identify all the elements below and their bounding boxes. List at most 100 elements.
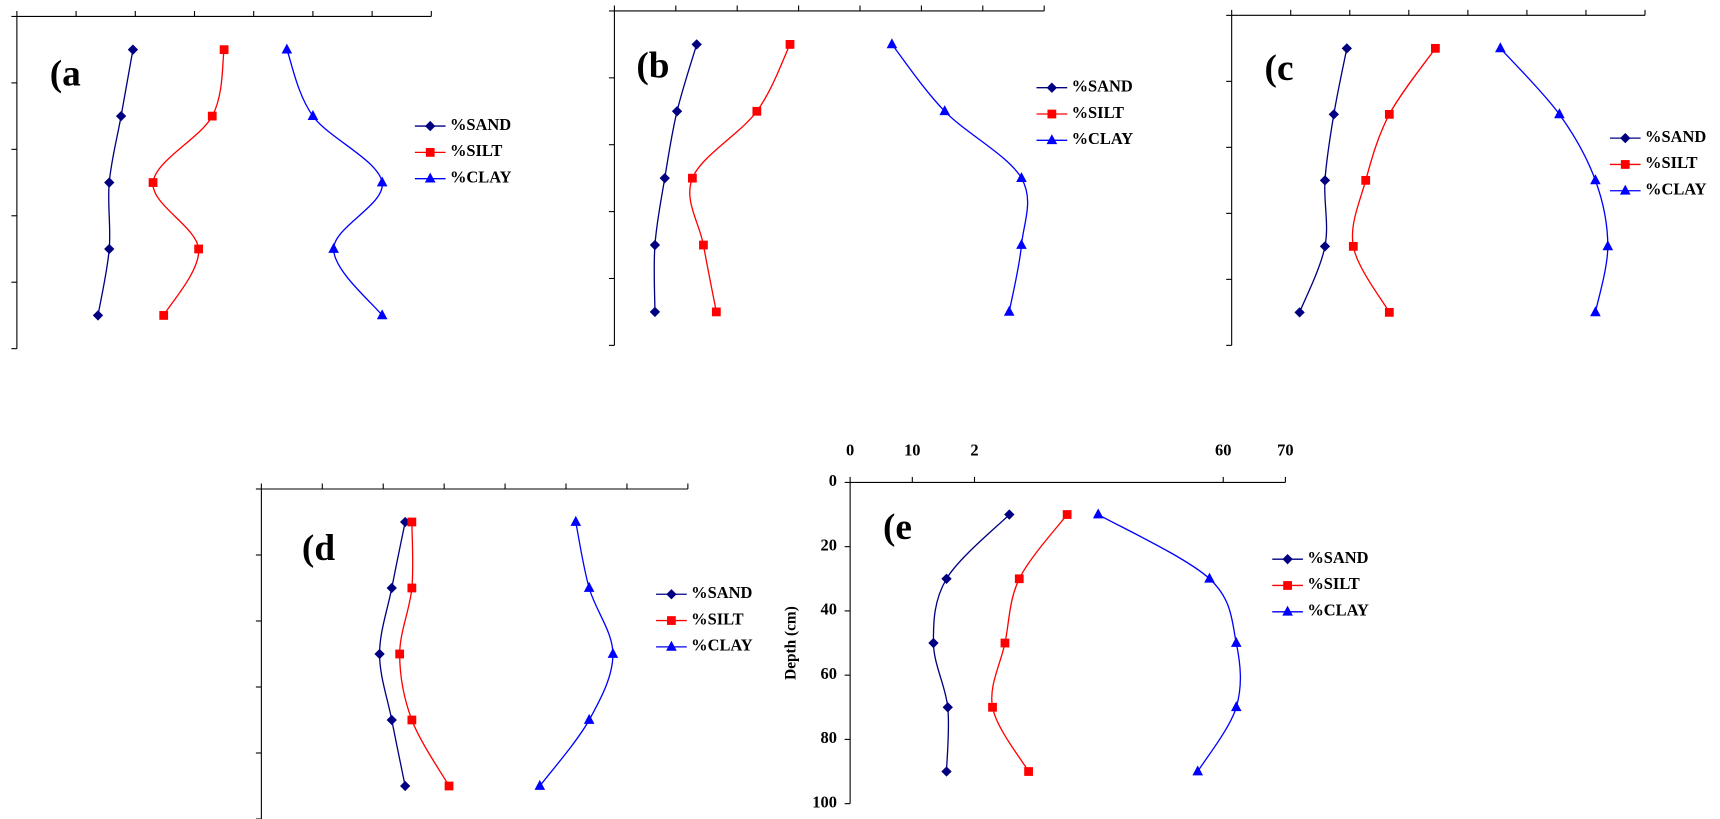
triangle-marker (1232, 702, 1241, 710)
triangle-marker (1047, 135, 1056, 143)
triangle-marker (1094, 510, 1103, 518)
panel-title: (d (302, 528, 335, 569)
diamond-marker (660, 174, 669, 183)
legend-label: %SAND (1072, 76, 1133, 95)
square-marker (1001, 639, 1009, 647)
y-tick-label: 20 (821, 535, 837, 554)
panel: (d%SAND%SILT%CLAY (256, 484, 753, 819)
triangle-marker (667, 642, 676, 650)
series-line (287, 50, 382, 316)
diamond-marker (1321, 176, 1330, 185)
square-marker (989, 703, 997, 711)
panel: (b%SAND%SILT%CLAY (609, 5, 1133, 345)
triangle-marker (1591, 307, 1600, 315)
square-marker (149, 179, 157, 187)
diamond-marker (1342, 44, 1351, 53)
panel: (a%SAND%SILT%CLAY (11, 11, 511, 349)
diamond-marker (692, 40, 701, 49)
diamond-marker (426, 122, 435, 131)
triangle-marker (1232, 638, 1241, 646)
diamond-marker (1283, 555, 1292, 564)
x-tick-label: 10 (904, 440, 920, 459)
triangle-marker (378, 178, 387, 186)
diamond-marker (929, 639, 938, 648)
square-marker (408, 518, 416, 526)
page: {"chart_data": [ {"type": "line", "title… (0, 0, 1720, 819)
square-marker (1621, 161, 1629, 169)
diamond-marker (1321, 242, 1330, 251)
square-marker (1048, 110, 1056, 118)
triangle-marker (1017, 240, 1026, 248)
diamond-marker (117, 112, 126, 121)
square-marker (1432, 45, 1440, 53)
legend-label: %CLAY (1072, 129, 1134, 148)
panel-title: (a (50, 53, 81, 94)
legend-label: %SILT (1307, 574, 1359, 593)
square-marker (689, 174, 697, 182)
legend-label: %CLAY (1307, 601, 1369, 620)
legend-label: %CLAY (450, 167, 512, 186)
square-marker (1362, 177, 1370, 185)
diamond-marker (1329, 110, 1338, 119)
triangle-marker (585, 583, 594, 591)
y-tick-label: 100 (812, 792, 837, 811)
triangle-marker (426, 174, 435, 182)
triangle-marker (1005, 307, 1014, 315)
y-axis-label: Depth (cm) (783, 606, 800, 680)
triangle-marker (282, 45, 291, 53)
x-tick-label: 70 (1277, 440, 1293, 459)
diamond-marker (375, 650, 384, 659)
diamond-marker (105, 178, 114, 187)
y-tick-label: 0 (829, 471, 837, 490)
square-marker (753, 107, 761, 115)
square-marker (445, 782, 453, 790)
x-tick-label: 0 (846, 440, 854, 459)
series-line (153, 50, 224, 316)
y-tick-label: 80 (821, 728, 837, 747)
square-marker (195, 245, 203, 253)
square-marker (1284, 582, 1292, 590)
panel-title: (c (1265, 48, 1294, 89)
legend-label: %SILT (450, 141, 502, 160)
diamond-marker (387, 716, 396, 725)
legend-label: %SAND (1307, 548, 1368, 567)
diamond-marker (129, 45, 138, 54)
y-tick-label: 40 (821, 600, 837, 619)
panel: (c %SAND %SILT %CLAY (1226, 10, 1706, 345)
diamond-marker (387, 584, 396, 593)
diamond-marker (673, 107, 682, 116)
legend-label: %SILT (691, 609, 743, 628)
triangle-marker (1496, 43, 1505, 51)
series-line (892, 44, 1028, 312)
diamond-marker (1621, 134, 1630, 143)
triangle-marker (1603, 241, 1612, 249)
diamond-marker (942, 574, 951, 583)
triangle-marker (1283, 607, 1292, 615)
square-marker (208, 112, 216, 120)
diamond-marker (942, 767, 951, 776)
series-line (933, 515, 1009, 772)
square-marker (1063, 511, 1071, 519)
legend-label: %SAND (691, 583, 752, 602)
square-marker (160, 312, 168, 320)
triangle-marker (609, 649, 618, 657)
legend-label: %CLAY (1645, 180, 1707, 199)
diamond-marker (105, 245, 114, 254)
square-marker (426, 149, 434, 157)
series-line (1098, 515, 1240, 772)
square-marker (700, 241, 708, 249)
square-marker (1385, 309, 1393, 317)
diamond-marker (667, 590, 676, 599)
triangle-marker (1621, 186, 1630, 194)
triangle-marker (1591, 175, 1600, 183)
square-marker (1349, 243, 1357, 251)
series-line (540, 522, 613, 786)
legend-label: %SAND (1645, 127, 1706, 146)
square-marker (1025, 768, 1033, 776)
square-marker (668, 617, 676, 625)
series-line (1500, 48, 1607, 312)
diamond-marker (401, 782, 410, 791)
series-line (400, 522, 449, 786)
legend-label: %SILT (1645, 153, 1697, 172)
